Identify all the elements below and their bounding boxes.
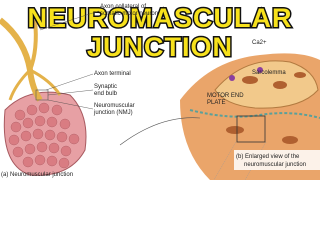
diagram: NEUROMASCULAR JUNCTION Axon collateral o… [0,2,320,180]
label: junction (NMJ) [93,110,133,116]
label: somatic motor neuron [100,11,158,17]
label: PLATE [207,100,226,106]
muscle-illustration [0,17,87,176]
label: Sarcolemma [252,70,286,76]
label: Axon terminal [94,71,131,77]
caption-box [234,150,320,170]
label: Synaptic [94,84,117,90]
caption: neuromuscular junction [244,162,306,168]
label: MOTOR END [207,93,244,99]
label: Axon collateral of [100,4,146,10]
caption: (b) Enlarged view of the [236,154,300,160]
label: Ca2+ [252,40,267,46]
title: JUNCTION [87,32,233,62]
title: NEUROMASCULAR [28,3,293,33]
leader-lines [39,10,100,110]
label: Neuromuscular [94,103,135,109]
label: end bulb [94,91,118,97]
enlarged-illustration [119,53,320,180]
caption: (a) Neuromuscular junction [1,172,73,178]
